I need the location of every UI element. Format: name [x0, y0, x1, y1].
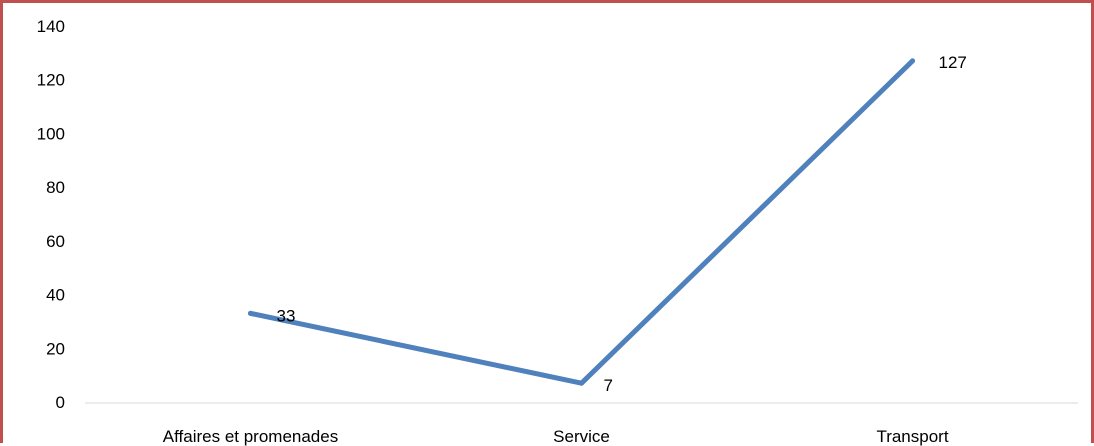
data-point: [910, 58, 915, 64]
y-tick-label: 60: [46, 232, 65, 251]
y-tick-label: 20: [46, 339, 65, 358]
y-tick-label: 80: [46, 178, 65, 197]
data-labels: 33 7 127: [277, 53, 967, 395]
y-tick-label: 100: [37, 124, 65, 143]
data-label: 127: [939, 53, 967, 72]
data-point: [248, 310, 253, 316]
y-tick-label: 120: [37, 71, 65, 90]
series-group: [248, 58, 915, 386]
x-tick-label: Affaires et promenades: [163, 427, 338, 446]
y-tick-label: 0: [56, 393, 65, 412]
x-tick-label: Service: [553, 427, 610, 446]
series-line: [248, 58, 915, 386]
data-label: 7: [604, 376, 613, 395]
y-axis-tick-labels: 0 20 40 60 80 100 120 140: [37, 17, 65, 412]
x-axis-tick-labels: Affaires et promenades Service Transport: [163, 427, 949, 446]
data-point: [579, 380, 584, 386]
x-tick-label: Transport: [876, 427, 948, 446]
y-tick-label: 140: [37, 17, 65, 36]
line-chart: 0 20 40 60 80 100 120 140 Affaires et promenade…: [37, 17, 1078, 446]
y-tick-label: 40: [46, 286, 65, 305]
data-label: 33: [277, 306, 296, 325]
